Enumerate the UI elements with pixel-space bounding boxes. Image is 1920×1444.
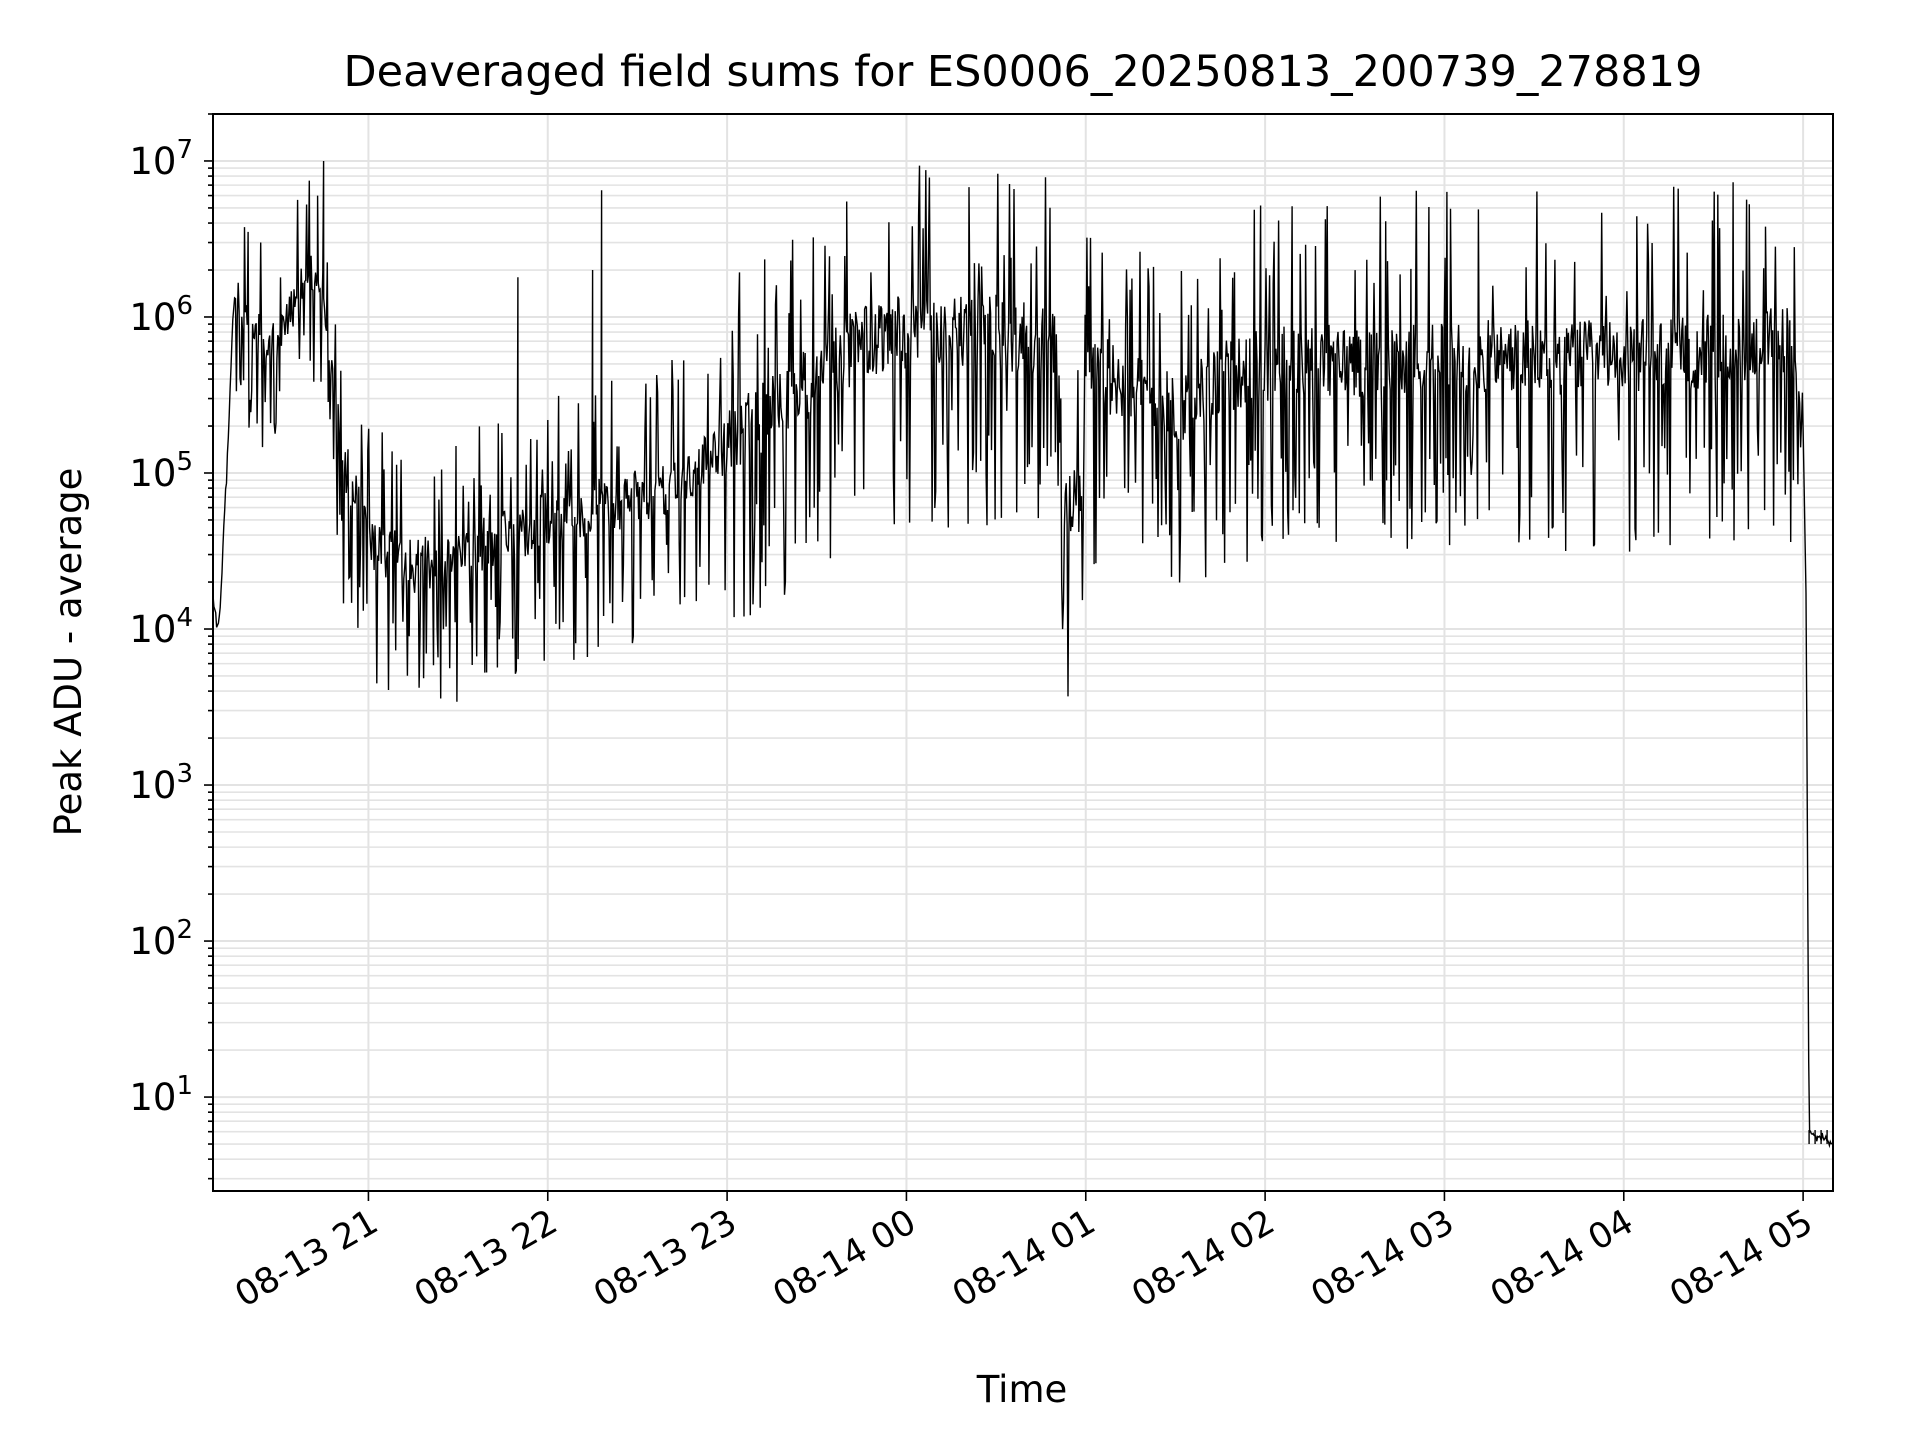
grid <box>213 113 1833 1191</box>
chart-title: Deaveraged field sums for ES0006_2025081… <box>344 47 1703 97</box>
x-axis-label: Time <box>976 1368 1068 1411</box>
x-tick-label: 08-14 01 <box>946 1202 1102 1315</box>
y-axis: 101 102 103 104 105 106 107 <box>129 113 213 1180</box>
x-tick-label: 08-14 05 <box>1663 1202 1819 1315</box>
y-tick-label: 106 <box>129 291 193 339</box>
y-tick-label: 107 <box>129 135 193 183</box>
x-tick-label: 08-14 02 <box>1125 1202 1281 1315</box>
y-tick-label: 101 <box>129 1071 193 1119</box>
x-tick-label: 08-13 22 <box>408 1202 564 1315</box>
x-tick-label: 08-13 23 <box>587 1202 743 1315</box>
y-tick-label: 103 <box>129 759 193 807</box>
series-line <box>212 160 1834 1149</box>
x-tick-label: 08-14 04 <box>1484 1202 1640 1315</box>
y-tick-label: 102 <box>129 915 193 963</box>
y-tick-label: 104 <box>129 603 193 651</box>
x-axis: 08-13 21 08-13 22 08-13 23 08-14 00 08-14 01… <box>229 1191 1820 1315</box>
y-axis-label: Peak ADU - average <box>47 468 90 837</box>
x-tick-label: 08-14 00 <box>767 1202 923 1315</box>
x-tick-label: 08-14 03 <box>1305 1202 1461 1315</box>
y-tick-label: 105 <box>129 447 193 495</box>
x-tick-label: 08-13 21 <box>229 1202 385 1315</box>
